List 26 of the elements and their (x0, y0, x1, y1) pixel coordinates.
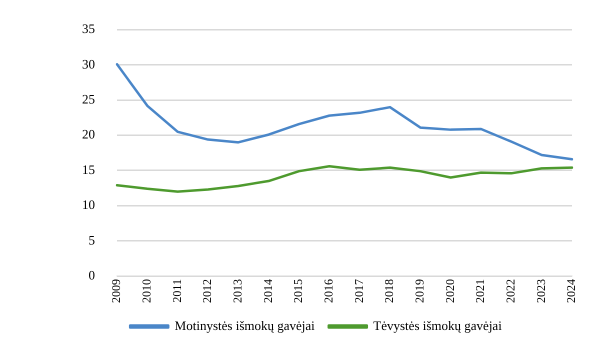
x-tick-label: 2013 (230, 279, 244, 303)
x-tick-label: 2017 (352, 279, 366, 303)
y-tick-label: 15 (82, 162, 95, 177)
x-tick-label: 2016 (321, 279, 336, 303)
y-tick-label: 30 (82, 56, 95, 72)
x-tick-label: 2018 (382, 279, 396, 303)
y-tick-label: 20 (82, 126, 95, 142)
x-tick-label: 2009 (109, 279, 124, 303)
y-tick-label: 25 (82, 92, 95, 107)
x-tick-label: 2024 (564, 279, 578, 303)
y-tick-label: 5 (88, 232, 95, 248)
x-tick-label: 2021 (473, 279, 488, 303)
y-tick-label: 0 (88, 267, 95, 282)
x-tick-label: 2010 (139, 279, 154, 303)
legend-label: Tėvystės išmokų gavėjai (373, 318, 502, 333)
x-tick-label: 2019 (412, 279, 426, 303)
x-tick-label: 2011 (170, 279, 184, 303)
legend-label: Motinystės išmokų gavėjai (174, 318, 316, 333)
x-tick-label: 2020 (442, 279, 457, 303)
x-tick-label: 2023 (534, 279, 548, 303)
x-tick-label: 2015 (291, 279, 306, 303)
x-tick-label: 2022 (503, 279, 518, 303)
y-tick-label: 35 (82, 21, 95, 36)
x-tick-label: 2012 (200, 279, 214, 303)
x-tick-label: 2014 (260, 279, 275, 303)
y-tick-label: 10 (82, 197, 95, 212)
